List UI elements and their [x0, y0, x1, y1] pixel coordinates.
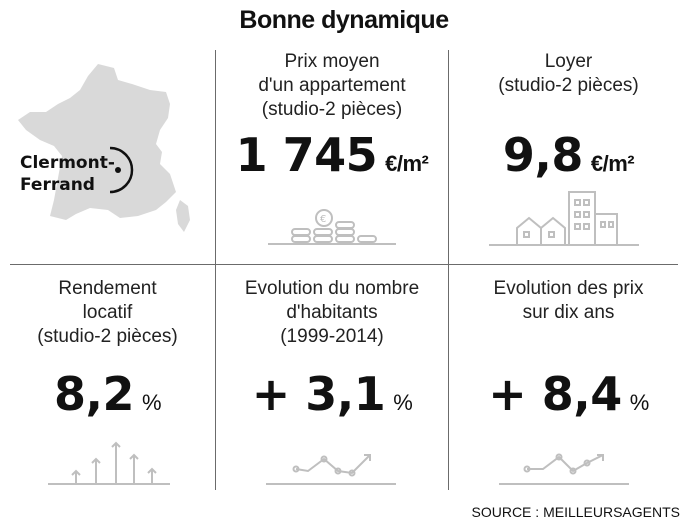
france-map-icon: [18, 64, 190, 232]
prix-evolution-label: Evolution des prix sur dix ans: [449, 277, 688, 325]
loyer-value-row: 9,8 €/m²: [449, 128, 688, 182]
loyer-unit: €/m²: [590, 151, 635, 176]
prix-cell: Prix moyen d'un appartement (studio-2 pi…: [216, 50, 448, 264]
rendement-label-line-1: Rendement: [58, 278, 157, 299]
loyer-label-line-1: Loyer: [544, 51, 593, 72]
prix-evolution-label-line-1: Evolution des prix: [493, 278, 644, 299]
habitants-value: + 3,1: [251, 367, 386, 421]
loyer-value: 9,8: [502, 128, 584, 182]
up-arrows-icon: [48, 441, 170, 485]
rendement-unit: %: [141, 390, 162, 415]
habitants-label-line-2: d'habitants: [286, 302, 378, 323]
habitants-label-line-1: Evolution du nombre: [244, 278, 420, 299]
loyer-label-line-2: (studio-2 pièces): [498, 75, 639, 96]
prix-evolution-unit: %: [629, 390, 650, 415]
habitants-value-row: + 3,1%: [216, 367, 448, 421]
city-label: Clermont- Ferrand: [20, 152, 115, 196]
city-line-2: Ferrand: [20, 175, 95, 195]
trend-line-icon: [499, 453, 629, 485]
prix-label-line-1: Prix moyen: [284, 51, 380, 72]
prix-label: Prix moyen d'un appartement (studio-2 pi…: [216, 50, 448, 122]
divider-horizontal: [10, 264, 678, 265]
habitants-label: Evolution du nombre d'habitants (1999-20…: [216, 277, 448, 349]
loyer-cell: Loyer (studio-2 pièces) 9,8 €/m²: [449, 50, 688, 264]
map-cell: Clermont- Ferrand: [0, 50, 215, 264]
prix-evolution-value: + 8,4: [488, 367, 622, 421]
coins-icon: €: [268, 209, 396, 245]
trend-line-icon: [266, 454, 396, 485]
rendement-cell: Rendement locatif (studio-2 pièces) 8,2%: [0, 277, 215, 497]
habitants-unit: %: [393, 390, 413, 415]
loyer-label: Loyer (studio-2 pièces): [449, 50, 688, 98]
buildings-icon: [489, 191, 639, 246]
rendement-label: Rendement locatif (studio-2 pièces): [0, 277, 215, 349]
rendement-value-row: 8,2%: [0, 367, 215, 421]
habitants-cell: Evolution du nombre d'habitants (1999-20…: [216, 277, 448, 497]
prix-evolution-label-line-2: sur dix ans: [522, 302, 615, 323]
rendement-value: 8,2: [53, 367, 135, 421]
divider-vertical-left: [215, 50, 216, 490]
prix-value-row: 1 745 €/m²: [216, 128, 448, 182]
prix-label-line-2: d'un appartement: [258, 75, 406, 96]
divider-vertical-right: [448, 50, 449, 490]
source-note: SOURCE : MEILLEURSAGENTS: [471, 504, 681, 520]
prix-label-line-3: (studio-2 pièces): [261, 99, 403, 120]
habitants-label-line-3: (1999-2014): [280, 326, 384, 347]
svg-text:€: €: [320, 214, 326, 225]
prix-unit: €/m²: [385, 151, 429, 176]
prix-evolution-value-row: + 8,4%: [449, 367, 688, 421]
city-line-1: Clermont-: [20, 153, 115, 173]
rendement-label-line-3: (studio-2 pièces): [37, 326, 178, 347]
page-title: Bonne dynamique: [239, 6, 449, 34]
rendement-label-line-2: locatif: [82, 302, 133, 323]
prix-value: 1 745: [235, 128, 378, 182]
prix-evolution-cell: Evolution des prix sur dix ans + 8,4%: [449, 277, 688, 497]
